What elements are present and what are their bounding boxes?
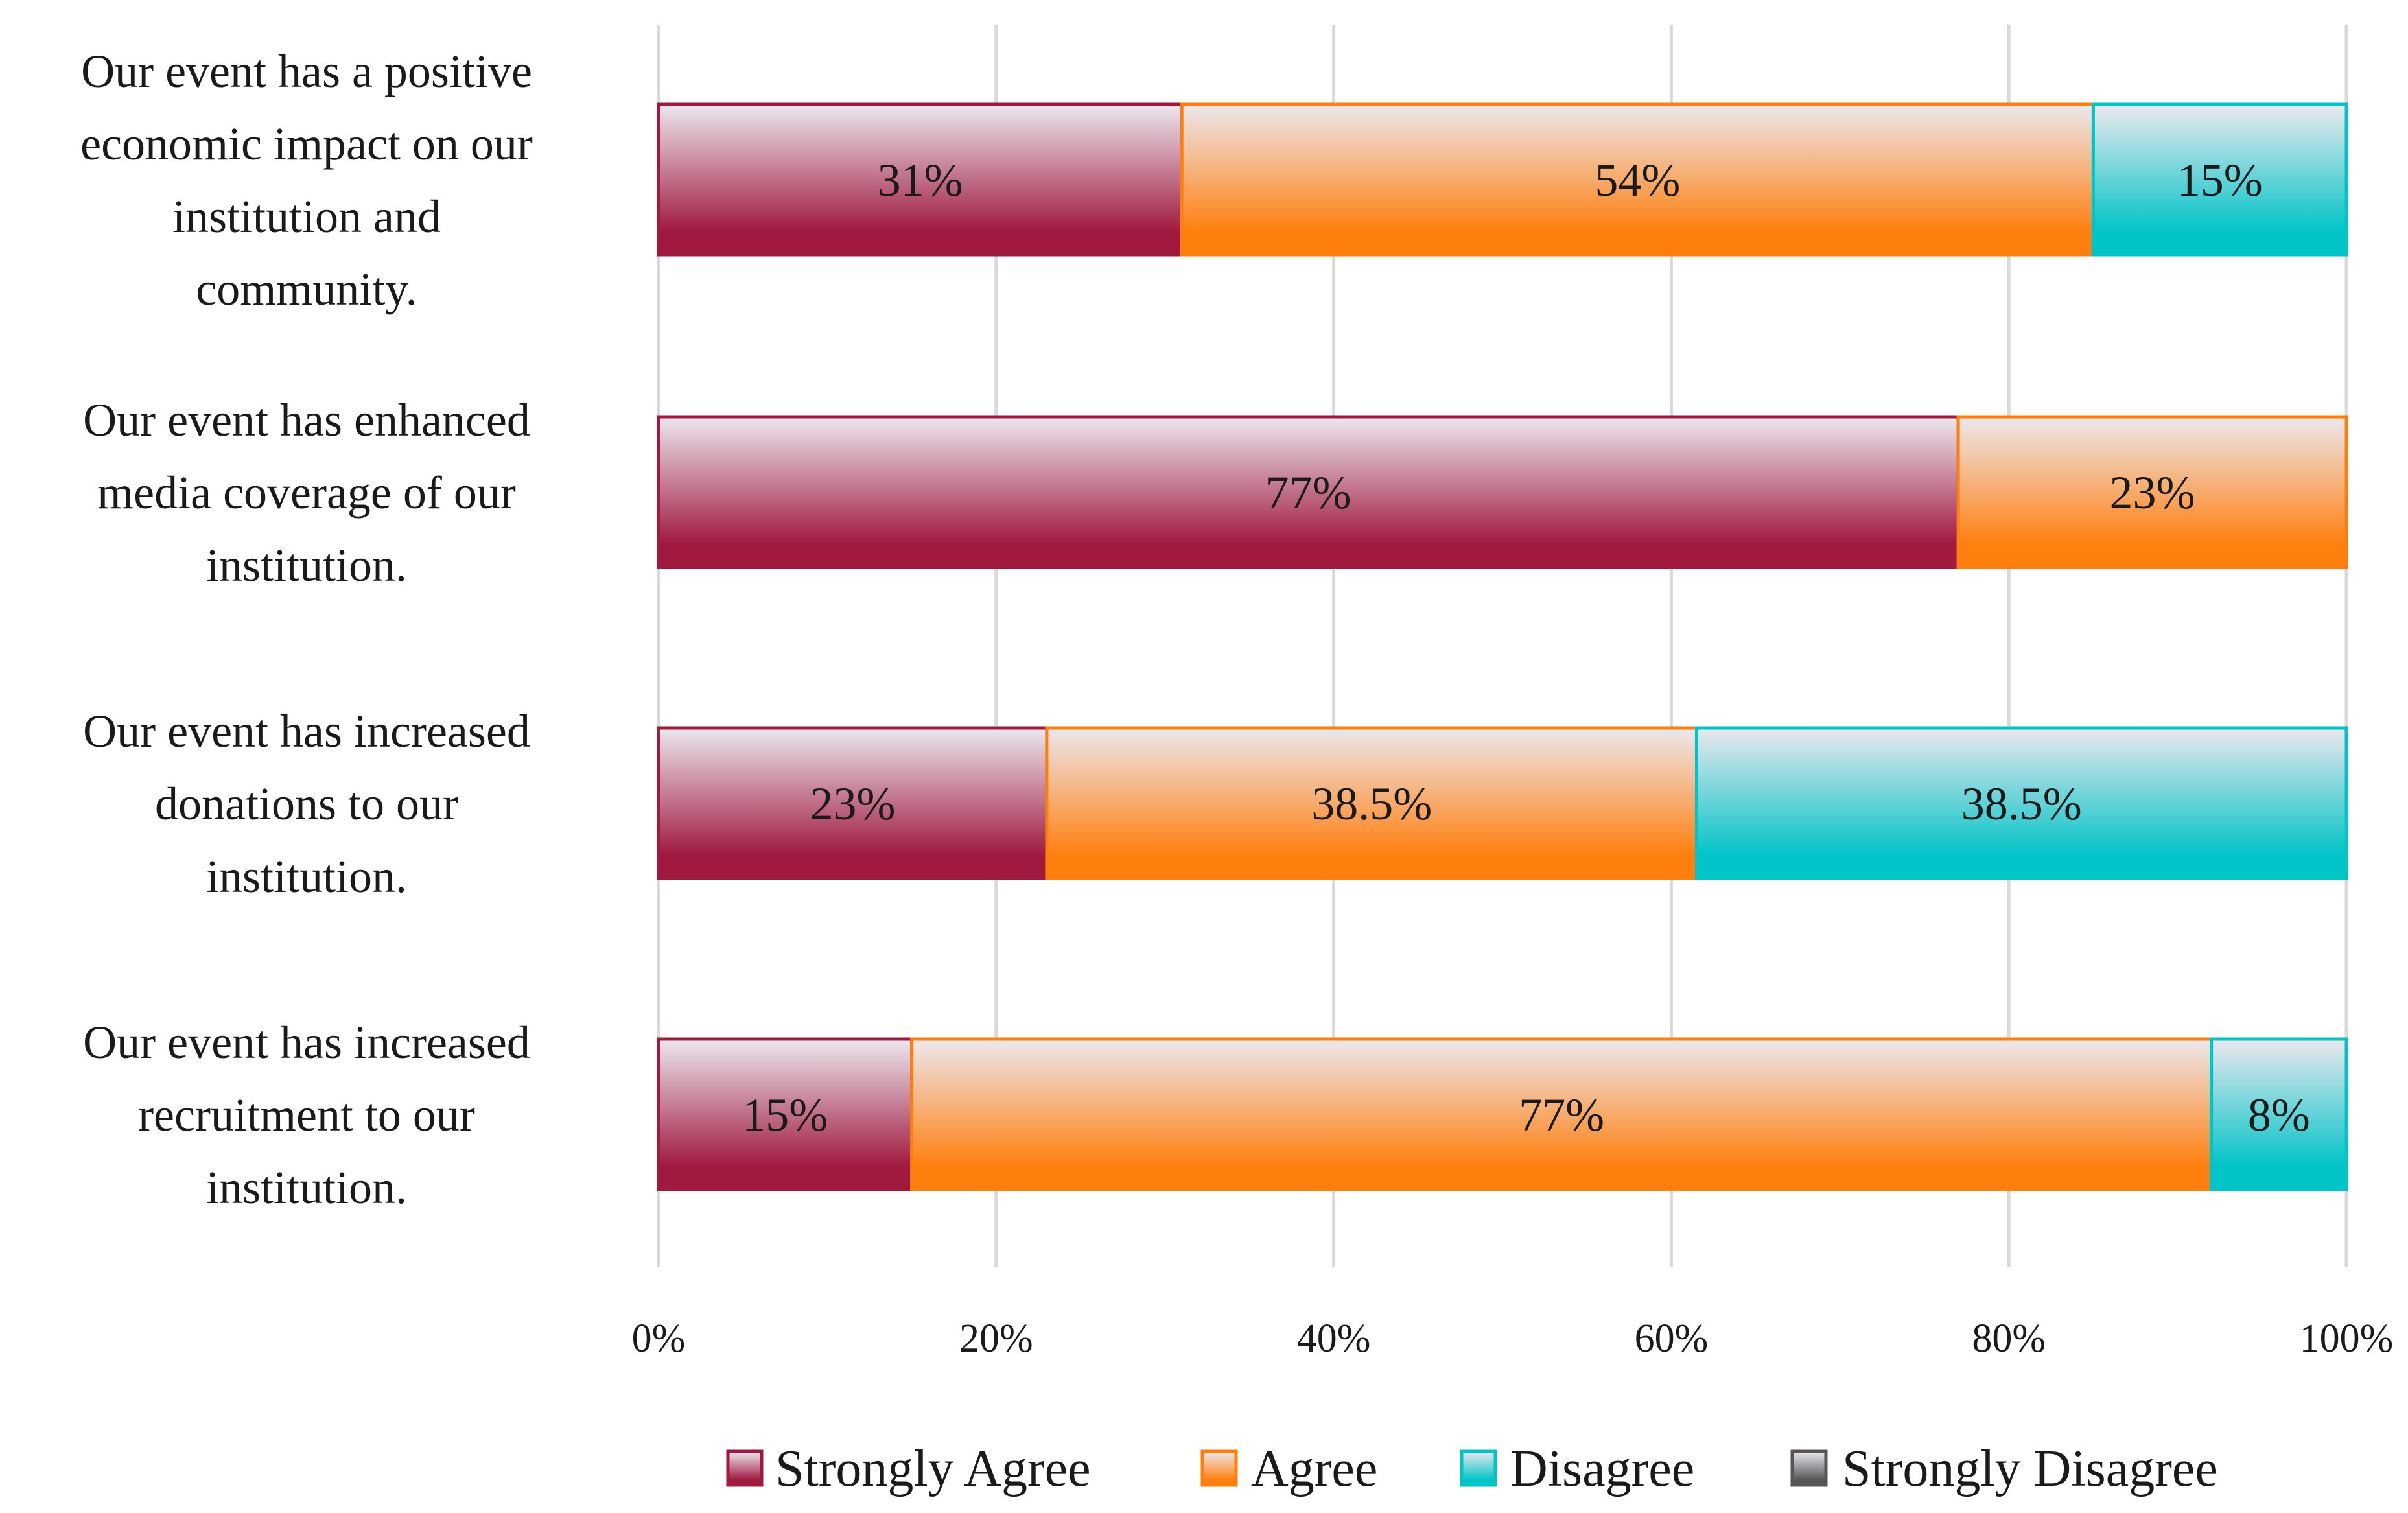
legend-swatch — [726, 1449, 764, 1487]
bars: 31% 54% 15% 77% 23% 23% 38.5% 38.5% 15% 77% 8% — [657, 102, 2348, 1191]
data-label: 15% — [742, 1089, 828, 1141]
x-axis-tick-labels: 0% 20% 40% 60% 80% 100% — [632, 1317, 2394, 1361]
data-label: 23% — [810, 778, 895, 830]
data-label: 38.5% — [1311, 778, 1432, 830]
data-label: 54% — [1595, 154, 1680, 206]
legend-item: Agree — [1200, 1440, 1377, 1497]
bar-segment — [2210, 1037, 2348, 1191]
category-labels: Our event has a positive economic impact … — [80, 45, 533, 1214]
bar-segment — [2091, 102, 2348, 257]
legend-item: Strongly Disagree — [1790, 1440, 2218, 1497]
category-label: Our event has enhanced media coverage of … — [83, 394, 530, 591]
legend-swatch — [1200, 1449, 1238, 1487]
x-tick-label: 80% — [1972, 1317, 2046, 1361]
legend-label: Strongly Agree — [775, 1440, 1091, 1497]
data-label: 38.5% — [1961, 778, 2082, 830]
bar-segment — [1956, 415, 2348, 569]
legend: Strongly Agree Agree Disagree Strongly Disa… — [726, 1440, 2218, 1497]
legend-item: Disagree — [1460, 1440, 1694, 1497]
category-label: Our event has increased donations to our i… — [83, 705, 530, 902]
bar-segment — [657, 102, 1184, 257]
legend-label: Agree — [1251, 1440, 1377, 1497]
legend-label: Disagree — [1510, 1440, 1694, 1497]
data-label: 15% — [2177, 154, 2263, 206]
x-tick-label: 20% — [959, 1317, 1033, 1361]
data-label: 23% — [2110, 467, 2195, 519]
bar-segment — [657, 726, 1049, 880]
data-label: 31% — [878, 154, 963, 206]
x-tick-label: 40% — [1297, 1317, 1371, 1361]
category-label: Our event has a positive economic impact … — [80, 45, 533, 315]
legend-swatch — [1460, 1449, 1497, 1487]
data-label: 77% — [1519, 1089, 1604, 1141]
data-label: 77% — [1266, 467, 1351, 519]
x-tick-label: 0% — [632, 1317, 686, 1361]
x-tick-label: 100% — [2300, 1317, 2394, 1361]
bar-segment — [1694, 726, 2348, 880]
x-tick-label: 60% — [1635, 1317, 1709, 1361]
legend-label: Strongly Disagree — [1842, 1440, 2218, 1497]
bar-segment — [910, 1037, 2214, 1191]
legend-item: Strongly Agree — [726, 1440, 1091, 1497]
data-label: 8% — [2248, 1089, 2310, 1141]
bar-segment — [657, 1037, 914, 1191]
bar-segment — [1045, 726, 1698, 880]
category-label: Our event has increased recruitment to ou… — [83, 1016, 530, 1214]
bar-segment — [657, 415, 1960, 569]
legend-swatch — [1790, 1449, 1828, 1487]
